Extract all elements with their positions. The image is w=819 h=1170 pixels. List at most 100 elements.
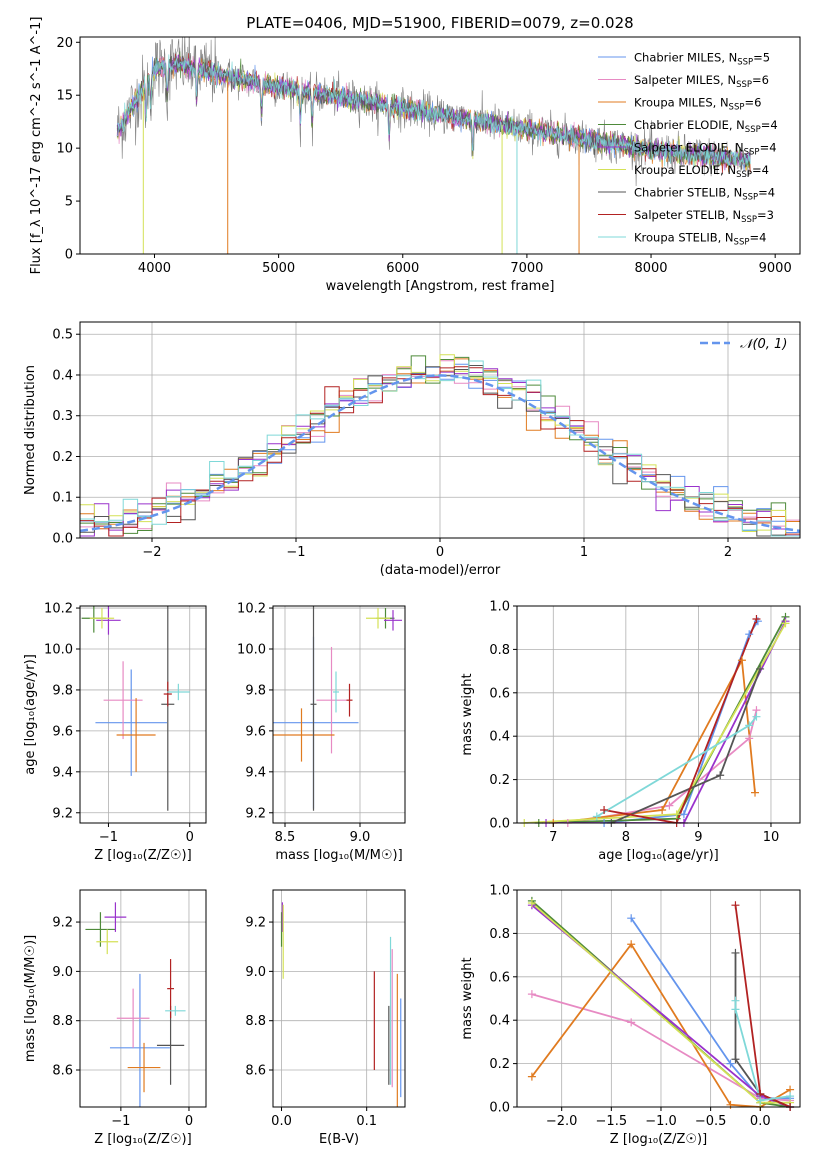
legend-subscript: SSP xyxy=(737,58,753,68)
legend-label: Kroupa MILES, NSSP=6 xyxy=(634,96,761,113)
y-tick-label: 10 xyxy=(56,142,73,157)
x-tick-label: −1 xyxy=(99,830,118,845)
y-tick-label: 0.6 xyxy=(489,686,510,701)
y-tick-label: 0.0 xyxy=(489,817,510,832)
y-tick-label: 9.6 xyxy=(245,724,266,739)
axes-frame xyxy=(516,889,801,1108)
series-line-c7 xyxy=(734,952,791,1107)
x-tick-label: 7000 xyxy=(510,261,543,276)
legend-text: Chabrier STELIB, N xyxy=(634,186,742,200)
series-line-c8 xyxy=(734,905,791,1107)
legend: 𝒩(0, 1) xyxy=(700,337,787,352)
x-tick-label: 0.1 xyxy=(356,1114,377,1129)
x-tick-label: 9.0 xyxy=(350,830,371,845)
y-tick-label: 9.6 xyxy=(52,724,73,739)
legend-text: Kroupa STELIB, N xyxy=(634,231,734,245)
y-tick-label: 0.8 xyxy=(489,927,510,942)
x-tick-label: 0.0 xyxy=(750,1114,771,1129)
y-tick-label: 0.0 xyxy=(52,532,73,547)
series-marker xyxy=(731,996,740,1005)
legend-label: 𝒩(0, 1) xyxy=(740,337,787,352)
y-tick-label: 0.4 xyxy=(52,368,73,383)
series-marker xyxy=(731,901,740,910)
y-axis-label: mass [log₁₀(M/M☉)] xyxy=(23,935,38,1062)
series-marker xyxy=(745,734,754,743)
series-marker xyxy=(716,771,725,780)
x-axis-label: wavelength [Angstrom, rest frame] xyxy=(326,279,555,294)
y-axis-label: Flux [f_λ 10^-17 erg cm^-2 s^-1 A^-1] xyxy=(29,17,44,275)
legend-suffix: =6 xyxy=(752,73,769,87)
legend-label: Chabrier STELIB, NSSP=4 xyxy=(634,186,775,203)
series-marker xyxy=(786,1092,795,1101)
legend-subscript: SSP xyxy=(736,170,752,180)
x-tick-label: 0 xyxy=(185,1114,193,1129)
legend-suffix: =4 xyxy=(752,163,769,177)
y-tick-label: 9.8 xyxy=(245,683,266,698)
series-marker xyxy=(737,656,746,665)
y-tick-label: 0.2 xyxy=(489,1057,510,1072)
x-tick-label: 4000 xyxy=(138,261,171,276)
axes-frame xyxy=(79,889,207,1108)
y-tick-label: 0.4 xyxy=(489,1014,510,1029)
x-tick-label: 6000 xyxy=(386,261,419,276)
plot-area xyxy=(81,606,190,811)
x-tick-label: 9 xyxy=(694,830,702,845)
x-axis-label: (data-model)/error xyxy=(380,563,501,578)
legend-suffix: =4 xyxy=(760,141,777,155)
plot-area xyxy=(116,37,751,254)
y-tick-label: 5 xyxy=(65,195,73,210)
series-marker xyxy=(627,940,636,949)
panel-mass-vs-EBV: 0.0 0.1 8.6 8.8 9.0 9.2 E(B-V) xyxy=(245,889,406,1147)
y-tick-label: 8.6 xyxy=(52,1064,73,1079)
x-tick-label: 0 xyxy=(186,830,194,845)
series-marker xyxy=(627,914,636,923)
legend-suffix: =4 xyxy=(749,231,766,245)
series-marker xyxy=(527,990,536,999)
legend-text: Kroupa ELODIE, N xyxy=(634,163,736,177)
x-tick-label: 5000 xyxy=(262,261,295,276)
legend-suffix: =6 xyxy=(744,96,761,110)
series-marker xyxy=(745,630,754,639)
y-tick-label: 8.8 xyxy=(52,1014,73,1029)
y-tick-label: 1.0 xyxy=(489,884,510,899)
legend-subscript: SSP xyxy=(742,193,758,203)
x-tick-label: 8 xyxy=(622,830,630,845)
series-marker xyxy=(627,1018,636,1027)
legend-text: Salpeter ELODIE, N xyxy=(634,141,744,155)
histogram-c8 xyxy=(80,366,800,537)
x-tick-label: 10 xyxy=(763,830,780,845)
legend-subscript: SSP xyxy=(741,215,757,225)
y-tick-label: 0.0 xyxy=(489,1101,510,1116)
y-tick-label: 0.6 xyxy=(489,970,510,985)
y-tick-label: 9.4 xyxy=(245,765,266,780)
axes-frame xyxy=(79,36,801,255)
y-tick-label: 0.4 xyxy=(489,730,510,745)
y-tick-label: 9.4 xyxy=(52,765,73,780)
panel-age-vs-Z: −1 0 9.2 9.4 9.6 9.8 10.0 10.2 Z [log₁₀(Z/Z☉)] ag… xyxy=(23,602,207,863)
y-tick-label: 9.2 xyxy=(245,806,266,821)
y-tick-label: 0.8 xyxy=(489,643,510,658)
legend-label: Salpeter MILES, NSSP=6 xyxy=(634,73,769,90)
x-axis-label: Z [log₁₀(Z/Z☉)] xyxy=(610,1132,707,1147)
panel-mass-weight-vs-age: 7 8 9 10 0.0 0.2 0.4 0.6 0.8 1.0 age [log₁₀(age/yr… xyxy=(460,600,801,863)
x-axis-label: Z [log₁₀(Z/Z☉)] xyxy=(94,1132,191,1147)
y-tick-label: 0.2 xyxy=(489,773,510,788)
panel-residuals: −2 −1 0 1 2 0.0 0.1 0.2 0.3 0.4 0.5 (data-model)/er… xyxy=(23,321,801,578)
legend-label: Chabrier MILES, NSSP=5 xyxy=(634,51,770,68)
y-axis-label: mass weight xyxy=(460,673,475,755)
y-tick-label: 10.2 xyxy=(44,602,73,617)
y-tick-label: 10.0 xyxy=(237,642,266,657)
series-line-c5 xyxy=(546,620,787,823)
y-tick-label: 1.0 xyxy=(489,600,510,615)
legend-subscript: SSP xyxy=(734,238,750,248)
legend-suffix: =5 xyxy=(753,51,770,65)
x-tick-label: −1 xyxy=(111,1114,130,1129)
series-line-c9 xyxy=(596,716,758,818)
legend-text: Salpeter MILES, N xyxy=(634,73,736,87)
series-marker xyxy=(726,1100,735,1109)
series-marker xyxy=(679,810,688,819)
y-tick-label: 10.0 xyxy=(44,642,73,657)
panel-mass-weight-vs-Z: −2.0 −1.5 −1.0 −0.5 0.0 0.0 0.2 0.4 0.6 0.8 1.0 Z [… xyxy=(460,884,801,1147)
y-tick-label: 9.0 xyxy=(52,965,73,980)
